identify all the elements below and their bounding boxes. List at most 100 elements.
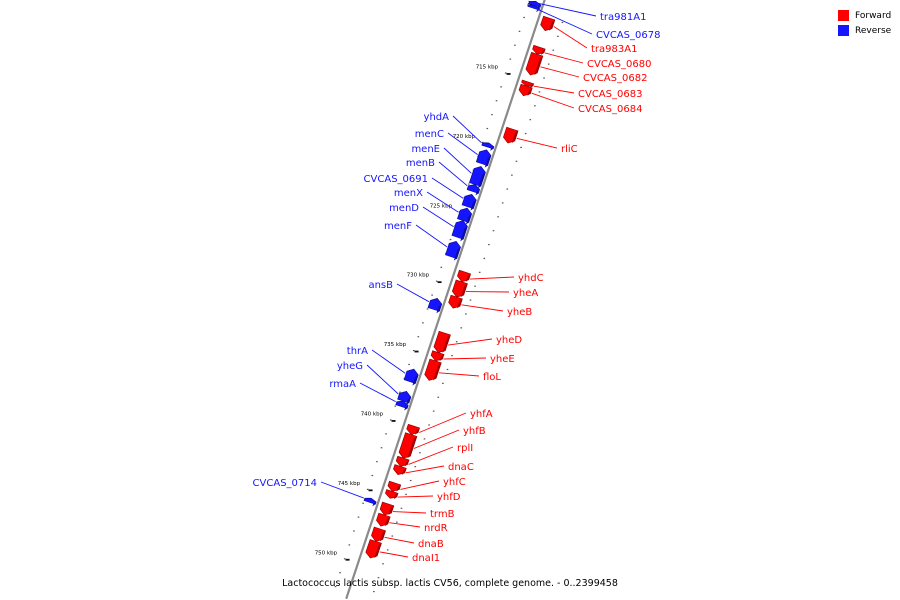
minor-tick bbox=[455, 341, 458, 343]
gene-glyph-CVCAS_0683[interactable] bbox=[521, 79, 535, 87]
gene-label-menB[interactable]: menB bbox=[406, 158, 435, 169]
gene-shadow bbox=[384, 516, 391, 527]
leader-line bbox=[415, 224, 448, 248]
minor-tick bbox=[428, 424, 430, 426]
gene-shadow bbox=[541, 49, 546, 55]
gene-shadow bbox=[490, 146, 494, 151]
gene-label-menE[interactable]: menE bbox=[411, 144, 440, 155]
gene-label-rmaA[interactable]: rmaA bbox=[329, 379, 356, 390]
minor-tick bbox=[451, 355, 453, 357]
gene-label-yhdC[interactable]: yhdC bbox=[518, 273, 544, 284]
gene-label-yheE[interactable]: yheE bbox=[490, 354, 515, 365]
leader-line bbox=[371, 349, 406, 374]
minor-tick bbox=[468, 183, 470, 185]
leader-line bbox=[544, 52, 584, 64]
minor-tick bbox=[419, 452, 421, 454]
minor-tick bbox=[343, 558, 346, 560]
gene-shadow bbox=[388, 505, 394, 515]
leader-line bbox=[438, 161, 468, 187]
gene-shadow bbox=[404, 460, 410, 467]
gene-label-yhdA[interactable]: yhdA bbox=[424, 112, 450, 123]
gene-label-dnaC[interactable]: dnaC bbox=[448, 462, 474, 473]
gene-label-nrdR[interactable]: nrdR bbox=[424, 523, 448, 534]
gene-label-CVCAS_0714[interactable]: CVCAS_0714 bbox=[253, 478, 317, 489]
gene-label-CVCAS_0678[interactable]: CVCAS_0678 bbox=[596, 30, 660, 41]
leader-line bbox=[426, 191, 459, 213]
minor-tick bbox=[423, 438, 426, 440]
gene-label-rplI[interactable]: rplI bbox=[457, 443, 473, 454]
gene-label-tra981A1[interactable]: tra981A1 bbox=[600, 12, 646, 23]
leader-line bbox=[447, 132, 478, 155]
gene-shadow bbox=[379, 530, 386, 542]
major-tick bbox=[414, 350, 419, 353]
gene-glyph-menX[interactable] bbox=[457, 207, 473, 223]
minor-tick bbox=[373, 590, 375, 593]
gene-shadow bbox=[457, 299, 463, 309]
gene-shadow bbox=[374, 543, 382, 558]
reverse-label: Reverse bbox=[855, 25, 892, 36]
minor-tick bbox=[460, 327, 463, 329]
minor-tick bbox=[497, 216, 499, 218]
gene-label-CVCAS_0684[interactable]: CVCAS_0684 bbox=[578, 104, 642, 115]
gene-label-menD[interactable]: menD bbox=[389, 203, 419, 214]
gene-shadow bbox=[412, 374, 419, 386]
gene-label-trmB[interactable]: trmB bbox=[430, 509, 455, 520]
minor-tick bbox=[334, 585, 337, 588]
minor-tick bbox=[514, 44, 516, 46]
gene-label-CVCAS_0682[interactable]: CVCAS_0682 bbox=[583, 73, 647, 84]
gene-glyph-CVCAS_0714[interactable] bbox=[363, 497, 377, 505]
gene-label-menC[interactable]: menC bbox=[415, 129, 444, 140]
gene-glyph-thrA[interactable] bbox=[403, 368, 419, 384]
leader-line bbox=[431, 177, 464, 199]
minor-tick bbox=[449, 238, 452, 241]
minor-tick bbox=[357, 516, 360, 518]
major-tick bbox=[345, 558, 350, 561]
leader-line bbox=[443, 147, 472, 174]
gene-label-yheG[interactable]: yheG bbox=[337, 361, 363, 372]
minor-tick bbox=[432, 410, 435, 412]
gene-glyph-CVCAS_0682[interactable] bbox=[525, 51, 544, 76]
gene-label-CVCAS_0683[interactable]: CVCAS_0683 bbox=[578, 89, 642, 100]
gene-label-thrA[interactable]: thrA bbox=[347, 346, 368, 357]
gene-label-menX[interactable]: menX bbox=[394, 188, 423, 199]
minor-tick bbox=[396, 521, 398, 523]
legend-reverse: Reverse bbox=[838, 23, 891, 38]
minor-tick bbox=[557, 35, 559, 37]
leader-line bbox=[384, 536, 415, 544]
gene-label-ansB[interactable]: ansB bbox=[368, 280, 393, 291]
leader-line bbox=[408, 446, 454, 465]
minor-tick bbox=[483, 257, 486, 260]
leader-line bbox=[469, 276, 515, 280]
minor-tick bbox=[353, 530, 355, 532]
gene-label-menF[interactable]: menF bbox=[384, 221, 412, 232]
minor-tick bbox=[440, 266, 443, 268]
gene-label-yheA[interactable]: yheA bbox=[513, 288, 538, 299]
minor-tick bbox=[405, 493, 407, 496]
gene-label-rliC[interactable]: rliC bbox=[561, 144, 578, 155]
tick-label: 725 kbp bbox=[430, 203, 453, 209]
minor-tick bbox=[491, 114, 493, 116]
gene-label-yhfA[interactable]: yhfA bbox=[470, 409, 493, 420]
gene-label-dnaI1[interactable]: dnaI1 bbox=[412, 553, 440, 564]
leader-line bbox=[531, 92, 575, 109]
gene-label-yheD[interactable]: yheD bbox=[496, 335, 522, 346]
gene-label-tra983A1[interactable]: tra983A1 bbox=[591, 44, 637, 55]
major-tick bbox=[368, 489, 373, 492]
gene-label-yhfD[interactable]: yhfD bbox=[437, 492, 461, 503]
gene-label-yhfB[interactable]: yhfB bbox=[463, 426, 486, 437]
gene-label-CVCAS_0691[interactable]: CVCAS_0691 bbox=[364, 174, 428, 185]
gene-label-floL[interactable]: floL bbox=[483, 372, 501, 383]
leader-line bbox=[389, 522, 421, 528]
minor-tick bbox=[382, 563, 384, 565]
gene-label-yheB[interactable]: yheB bbox=[507, 307, 532, 318]
gene-shadow bbox=[439, 354, 444, 362]
minor-tick bbox=[465, 313, 467, 315]
legend-forward: Forward bbox=[838, 8, 891, 23]
gene-label-yhfC[interactable]: yhfC bbox=[443, 477, 466, 488]
gene-glyph-yhfB[interactable] bbox=[398, 432, 418, 459]
minor-tick bbox=[552, 49, 555, 51]
gene-label-dnaB[interactable]: dnaB bbox=[418, 539, 444, 550]
gene-label-CVCAS_0680[interactable]: CVCAS_0680 bbox=[587, 59, 651, 70]
gene-glyph-yhdA[interactable] bbox=[481, 142, 495, 150]
leader-line bbox=[366, 364, 399, 395]
